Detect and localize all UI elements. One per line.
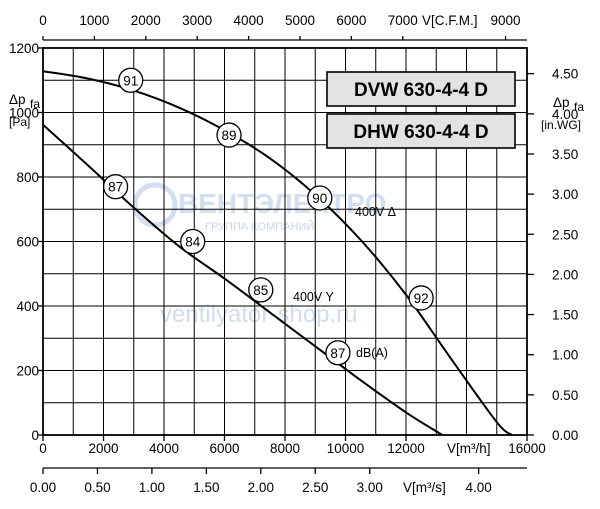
noise-marker: 87 <box>325 340 351 366</box>
x-bottom-tick-label: 0 <box>39 441 47 456</box>
x-extra-tick-label: 1.00 <box>139 480 165 495</box>
x-top-tick-label: 0 <box>39 13 47 28</box>
noise-marker: 92 <box>408 285 434 311</box>
x-bottom-tick-label: 8000 <box>270 441 300 456</box>
y-left-tick-label: 600 <box>16 235 39 250</box>
model-title-box: DHW 630-4-4 D <box>326 113 516 149</box>
watermark-logo-icon <box>132 182 178 228</box>
x-bottom-tick-label: 10000 <box>327 441 365 456</box>
y-left-unit: [Pa] <box>9 115 30 129</box>
y-right-tick-label: 0.50 <box>552 388 578 403</box>
y-right-tick-label: 3.50 <box>552 147 578 162</box>
x-bottom-tick-label: 16000 <box>508 441 546 456</box>
y-left-tick-label: 1200 <box>9 41 39 56</box>
model-title-frame <box>326 71 516 107</box>
x-extra-tick-label: 4.00 <box>466 480 492 495</box>
model-title: DVW 630-4-4 D <box>354 80 488 101</box>
y-right-tick-label: 0.00 <box>552 428 578 443</box>
x-top-tick-label: 4000 <box>234 13 264 28</box>
x-extra-tick-label: 0.50 <box>84 480 110 495</box>
x-bottom-tick-label: 4000 <box>149 441 179 456</box>
x-top-tick-label: 2000 <box>131 13 161 28</box>
x-extra-tick-label: 2.00 <box>248 480 274 495</box>
y-right-tick-label: 4.00 <box>552 107 578 122</box>
noise-marker-value: 90 <box>312 191 327 206</box>
x-bottom-tick-label: 6000 <box>209 441 239 456</box>
y-right-tick-label: 2.50 <box>552 227 578 242</box>
y-right-unit: [in.WG] <box>541 118 581 132</box>
y-right-tick-label: 3.00 <box>552 187 578 202</box>
x-top-tick-label: 7000 <box>388 13 418 28</box>
x-extra-tick-label: 3.00 <box>357 480 383 495</box>
x-bottom-axis-label: V[m³/h] <box>447 441 491 456</box>
y-right-tick-label: 4.50 <box>552 67 578 82</box>
model-title-frame <box>326 113 516 149</box>
y-left-tick-label: 200 <box>16 364 39 379</box>
noise-marker: 89 <box>216 122 242 148</box>
series-label-delta: 400V Δ <box>355 205 396 219</box>
series-label-star: 400V Y <box>293 290 334 304</box>
noise-marker-circle <box>180 228 206 255</box>
x-extra-tick-label: 0.00 <box>30 480 56 495</box>
x-top-tick-label: 6000 <box>336 13 366 28</box>
noise-marker-value: 84 <box>185 235 201 250</box>
model-title: DHW 630-4-4 D <box>353 122 488 143</box>
y-left-label-subscript: fa <box>30 97 40 111</box>
noise-marker: 91 <box>118 67 144 93</box>
noise-marker-circle <box>118 67 144 93</box>
noise-marker-circle <box>325 340 351 366</box>
y-left-tick-label: 800 <box>16 170 39 185</box>
y-left-label: Δp <box>9 92 26 107</box>
noise-marker-value: 92 <box>414 291 429 306</box>
series-curve-1 <box>42 124 443 436</box>
x-top-tick-label: 1000 <box>79 13 109 28</box>
y-right-label: Δp <box>553 95 570 110</box>
y-right-tick-label: 1.00 <box>552 348 578 363</box>
y-left-tick-label: 0 <box>31 428 39 443</box>
x-top-tick-label: 3000 <box>182 13 212 28</box>
x-bottom-tick-label: 12000 <box>387 441 425 456</box>
noise-marker-circle <box>102 174 129 200</box>
x-extra-tick-label: 2.50 <box>302 480 328 495</box>
x-top-tick-label: 5000 <box>285 13 315 28</box>
noise-marker-circle <box>216 122 242 148</box>
noise-marker-value: 91 <box>123 73 138 88</box>
noise-marker: 84 <box>180 228 206 255</box>
noise-marker: 90 <box>307 185 333 211</box>
y-right-tick-label: 1.50 <box>552 308 578 323</box>
noise-marker: 85 <box>248 277 274 303</box>
x-extra-axis-label: V[m³/s] <box>403 480 446 495</box>
noise-marker: 87 <box>102 174 129 200</box>
noise-marker-value: 85 <box>253 283 268 298</box>
noise-marker-value: 87 <box>108 180 123 195</box>
noise-marker-circle <box>248 277 274 303</box>
x-bottom-tick-label: 2000 <box>88 441 118 456</box>
x-extra-tick-label: 1.50 <box>193 480 219 495</box>
x-top-tick-label: 9000 <box>491 13 521 28</box>
y-right-label-subscript: fa <box>574 100 584 114</box>
model-title-box: DVW 630-4-4 D <box>326 71 516 107</box>
watermark-subtitle: ГРУППА КОМПАНИЙ <box>205 220 314 233</box>
x-top-axis-label: V[C.F.M.] <box>422 13 478 28</box>
noise-marker-circle <box>408 285 434 311</box>
noise-marker-value: 87 <box>330 346 345 361</box>
noise-marker-value: 89 <box>222 128 237 143</box>
y-left-tick-label: 400 <box>16 299 39 314</box>
noise-marker-circle <box>307 185 333 211</box>
y-right-tick-label: 2.00 <box>552 267 578 282</box>
watermark-brand: ВЕНТЭЛЕКТРО <box>178 188 386 219</box>
noise-unit-label: dB(A) <box>356 346 388 360</box>
y-left-tick-label: 1000 <box>9 106 39 121</box>
